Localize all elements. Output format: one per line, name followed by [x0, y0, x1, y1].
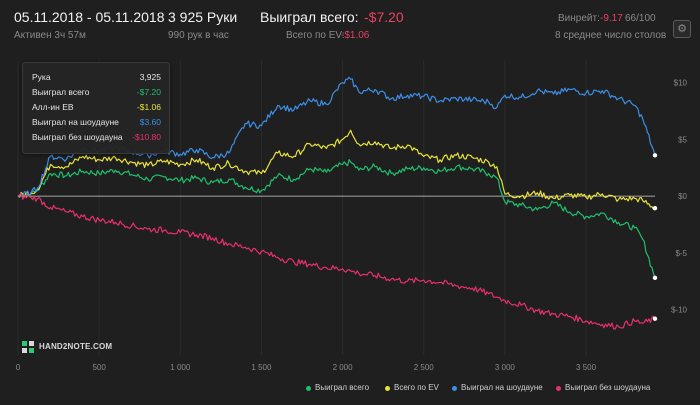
tooltip-value: $3.60 — [139, 117, 161, 127]
x-tick-label: 2 500 — [414, 363, 435, 372]
series-end-point-2 — [652, 153, 658, 158]
tooltip-label: Выиграл на шоудауне — [32, 117, 119, 127]
series-end-point-0 — [652, 275, 658, 281]
gear-icon[interactable]: ⚙ — [673, 20, 691, 38]
y-tick-label: $10 — [674, 79, 688, 88]
tooltip-label: Алл-ин EB — [32, 102, 74, 112]
hover-tooltip: Рука 3,925 Выиграл всего -$7.20 Алл-ин E… — [22, 62, 170, 154]
chart-ticks: 0 500 1 000 1 500 2 000 2 500 3 000 3 500 $10 $5 $… — [16, 79, 688, 372]
tooltip-label: Рука — [32, 72, 51, 82]
results-chart: 0 500 1 000 1 500 2 000 2 500 3 000 3 500 $10 $5 $… — [16, 60, 688, 372]
x-tick-label: 500 — [92, 363, 106, 372]
hands-per-hour: 990 рук в час — [168, 30, 229, 41]
series-line-0 — [17, 159, 656, 279]
legend-dot — [452, 386, 457, 391]
tooltip-label: Выиграл без шоудауна — [32, 132, 123, 142]
x-tick-label: 1 000 — [170, 363, 191, 372]
legend-label: Выиграл на шоудауне — [461, 383, 543, 392]
active-time: Активен 3ч 57м — [14, 30, 86, 41]
winrate-suffix: 66/100 — [625, 13, 656, 24]
won-total-value: -$7.20 — [364, 9, 404, 25]
y-tick-label: $-5 — [675, 249, 687, 258]
chart-legend: Выиграл всего Всего по EV Выиграл на шоу… — [0, 382, 700, 396]
tooltip-row-ev: Алл-ин EB -$1.06 — [32, 102, 161, 116]
ev-value: -$1.06 — [341, 30, 370, 41]
stats-header: 05.11.2018 - 05.11.2018 Активен 3ч 57м 3… — [0, 0, 700, 50]
tooltip-value: -$10.80 — [132, 132, 161, 142]
tooltip-row-showdown: Выиграл на шоудауне $3.60 — [32, 117, 161, 131]
tooltip-label: Выиграл всего — [32, 87, 90, 97]
date-range: 05.11.2018 - 05.11.2018 — [14, 9, 165, 25]
x-tick-label: 2 000 — [333, 363, 354, 372]
series-line-3 — [17, 193, 656, 330]
x-tick-label: 1 500 — [251, 363, 272, 372]
y-tick-label: $5 — [678, 135, 687, 144]
legend-dot — [306, 386, 311, 391]
legend-label: Выиграл всего — [315, 383, 370, 392]
legend-label: Выиграл без шоудауна — [565, 383, 651, 392]
logo-text: HAND2NOTE.COM — [39, 342, 113, 351]
tables-count: 8 среднее число столов — [555, 30, 667, 41]
legend-dot — [385, 386, 390, 391]
series-line-1 — [17, 129, 656, 210]
tooltip-row-non-showdown: Выиграл без шоудауна -$10.80 — [32, 132, 161, 146]
y-tick-label: $0 — [678, 192, 687, 201]
tooltip-row-won-total: Выиграл всего -$7.20 — [32, 87, 161, 101]
tooltip-value: -$1.06 — [136, 102, 161, 112]
winrate-label: Винрейт: — [558, 13, 600, 24]
tooltip-value: 3,925 — [139, 72, 161, 82]
ev-label: Всего по EV: — [286, 30, 345, 41]
logo-icon — [22, 341, 34, 353]
x-tick-label: 0 — [16, 363, 21, 372]
hands-count: 3 925 Руки — [168, 9, 238, 25]
x-tick-label: 3 500 — [576, 363, 597, 372]
series-end-point-1 — [652, 205, 658, 211]
x-tick-label: 3 000 — [495, 363, 516, 372]
won-total-label: Выиграл всего: — [260, 9, 359, 25]
tooltip-value: -$7.20 — [136, 87, 161, 97]
legend-dot — [556, 386, 561, 391]
legend-label: Всего по EV — [394, 383, 439, 392]
winrate-value: -9.17 — [600, 13, 623, 24]
y-tick-label: $-10 — [671, 306, 688, 315]
series-end-point-3 — [652, 316, 658, 321]
tooltip-row-hand: Рука 3,925 — [32, 72, 161, 86]
